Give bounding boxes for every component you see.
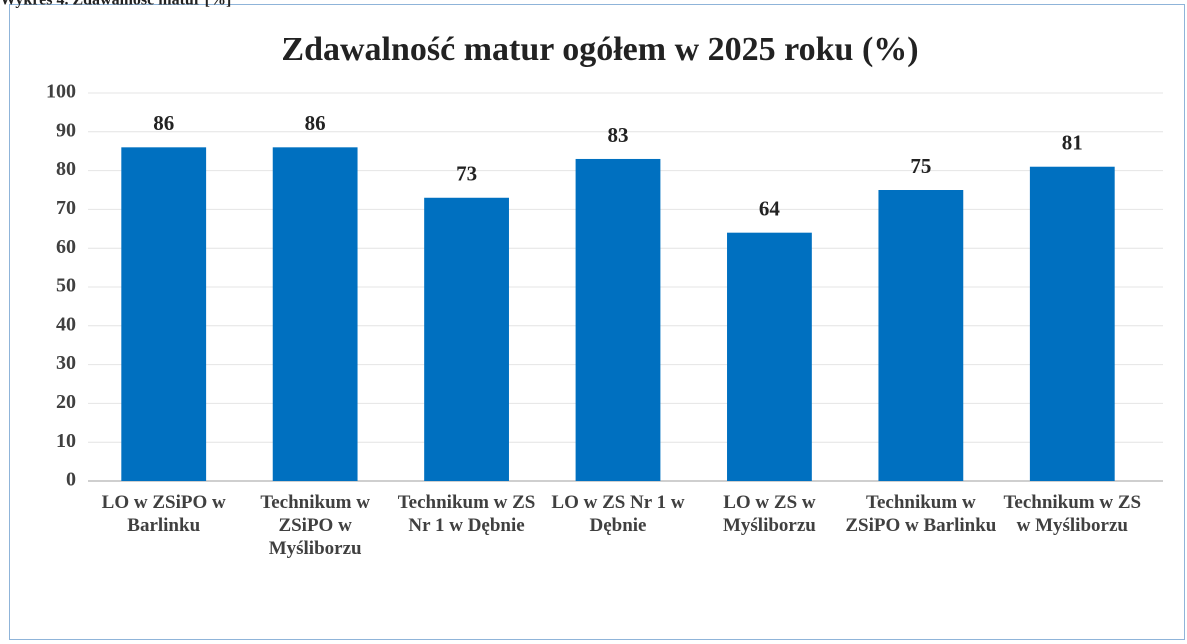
data-label: 73 [456, 162, 477, 186]
y-tick-label: 30 [56, 352, 76, 374]
data-label: 75 [910, 154, 931, 178]
caption: Wykres 4. Zdawalność matur [%] [0, 0, 231, 9]
y-tick-label: 40 [56, 313, 76, 335]
data-label: 86 [153, 111, 174, 135]
x-tick-label: LO w ZS Nr 1 w Dębnie [551, 492, 685, 536]
x-tick-label: Technikum w ZSiPO w Myśliborzu [260, 492, 370, 559]
chart-title: Zdawalność matur ogółem w 2025 roku (%) [281, 31, 918, 68]
bar [878, 190, 964, 481]
data-label: 64 [759, 196, 781, 220]
x-tick-label: LO w ZS w Myśliborzu [722, 492, 816, 536]
x-tick-label-box: LO w ZS Nr 1 w Dębnie [551, 492, 685, 536]
bar [1029, 166, 1115, 481]
x-tick-label: LO w ZSiPO w Barlinku [101, 492, 226, 536]
x-tick-label-box: Technikum w ZS Nr 1 w Dębnie [397, 492, 536, 536]
x-tick-label-box: LO w ZS w Myśliborzu [722, 492, 816, 536]
x-tick-label-box: Technikum w ZS w Myśliborzu [1003, 492, 1142, 536]
bar [121, 147, 207, 481]
bar [727, 232, 812, 481]
data-label: 86 [305, 111, 326, 135]
y-tick-label: 80 [56, 158, 76, 180]
bar [272, 147, 358, 481]
y-tick-label: 90 [56, 119, 76, 141]
y-tick-label: 10 [56, 430, 76, 452]
x-tick-label-box: Technikum w ZSiPO w Myśliborzu [260, 492, 370, 559]
y-tick-label: 100 [46, 81, 76, 103]
x-tick-label: Technikum w ZS Nr 1 w Dębnie [397, 492, 536, 536]
x-tick-label-box: Technikum w ZSiPO w Barlinku [845, 492, 997, 536]
y-tick-label: 70 [56, 197, 76, 219]
data-label: 83 [608, 123, 629, 147]
bar [575, 158, 661, 481]
y-tick-label: 0 [66, 469, 76, 491]
bar [424, 197, 509, 481]
y-tick-label: 20 [56, 391, 76, 413]
x-tick-label: Technikum w ZS w Myśliborzu [1003, 492, 1142, 536]
y-tick-label: 50 [56, 275, 76, 297]
y-tick-label: 60 [56, 236, 76, 258]
data-label: 81 [1062, 131, 1083, 155]
x-tick-label: Technikum w ZSiPO w Barlinku [845, 492, 997, 536]
x-tick-label-box: LO w ZSiPO w Barlinku [101, 492, 226, 536]
